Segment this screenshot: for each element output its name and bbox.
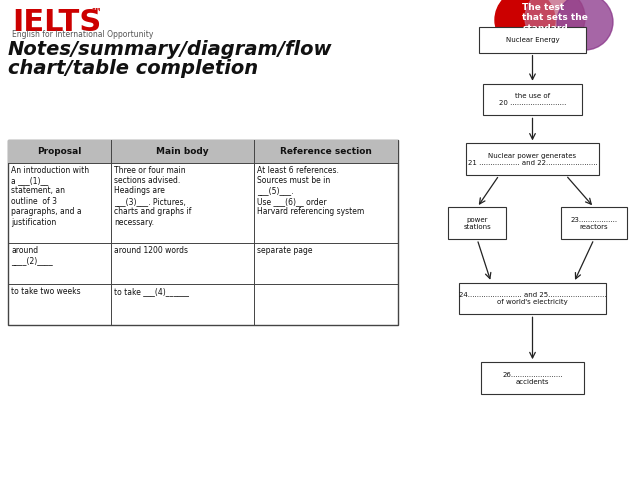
Text: An introduction with
a ___(1)__
statement, an
outline  of 3
paragraphs, and a
ju: An introduction with a ___(1)__ statemen… — [11, 166, 89, 227]
Text: Nuclear power generates
21 .................. and 22.......................: Nuclear power generates 21 .............… — [468, 153, 597, 166]
Text: Three or four main
sections advised.
Headings are
___(3)___. Pictures,
charts an: Three or four main sections advised. Hea… — [115, 166, 192, 227]
Text: ™: ™ — [90, 8, 101, 18]
Text: English for International Opportunity: English for International Opportunity — [12, 30, 154, 39]
Bar — [466, 144, 599, 175]
Circle shape — [557, 0, 613, 50]
Text: chart/table completion: chart/table completion — [8, 59, 258, 78]
Bar — [483, 84, 582, 116]
Text: Main body: Main body — [156, 147, 209, 156]
Text: IELTS: IELTS — [12, 8, 101, 37]
Circle shape — [525, 0, 585, 48]
Circle shape — [495, 0, 555, 50]
Text: At least 6 references.
Sources must be in
___(5)___.
Use ___(6)__ order
Harvard : At least 6 references. Sources must be i… — [257, 166, 364, 216]
Text: the use of
20 .........................: the use of 20 ......................... — [499, 93, 566, 106]
Text: Notes/summary/diagram/flow: Notes/summary/diagram/flow — [8, 40, 333, 59]
Text: Proposal: Proposal — [38, 147, 82, 156]
Text: power
stations: power stations — [463, 217, 491, 230]
Bar — [8, 140, 398, 325]
Bar — [459, 283, 606, 314]
Text: Reference section: Reference section — [280, 147, 372, 156]
Text: separate page: separate page — [257, 246, 312, 255]
Text: 23.................
reactors: 23................. reactors — [570, 217, 618, 230]
Bar — [561, 207, 627, 239]
Text: to take ___(4)______: to take ___(4)______ — [115, 288, 189, 296]
Text: 26.......................
accidents: 26....................... accidents — [502, 372, 563, 384]
Text: Nuclear Energy: Nuclear Energy — [506, 37, 559, 43]
Bar — [449, 207, 506, 239]
Text: 24........................ and 25..........................
of world's electrici: 24........................ and 25.......… — [459, 292, 606, 305]
Text: The test
that sets the
standard: The test that sets the standard — [522, 3, 588, 33]
Bar — [8, 140, 398, 163]
Text: around 1200 words: around 1200 words — [115, 246, 188, 255]
Text: around
____(2)____: around ____(2)____ — [11, 246, 52, 265]
Text: to take two weeks: to take two weeks — [11, 288, 81, 296]
Bar — [481, 362, 584, 394]
Bar — [479, 27, 586, 53]
